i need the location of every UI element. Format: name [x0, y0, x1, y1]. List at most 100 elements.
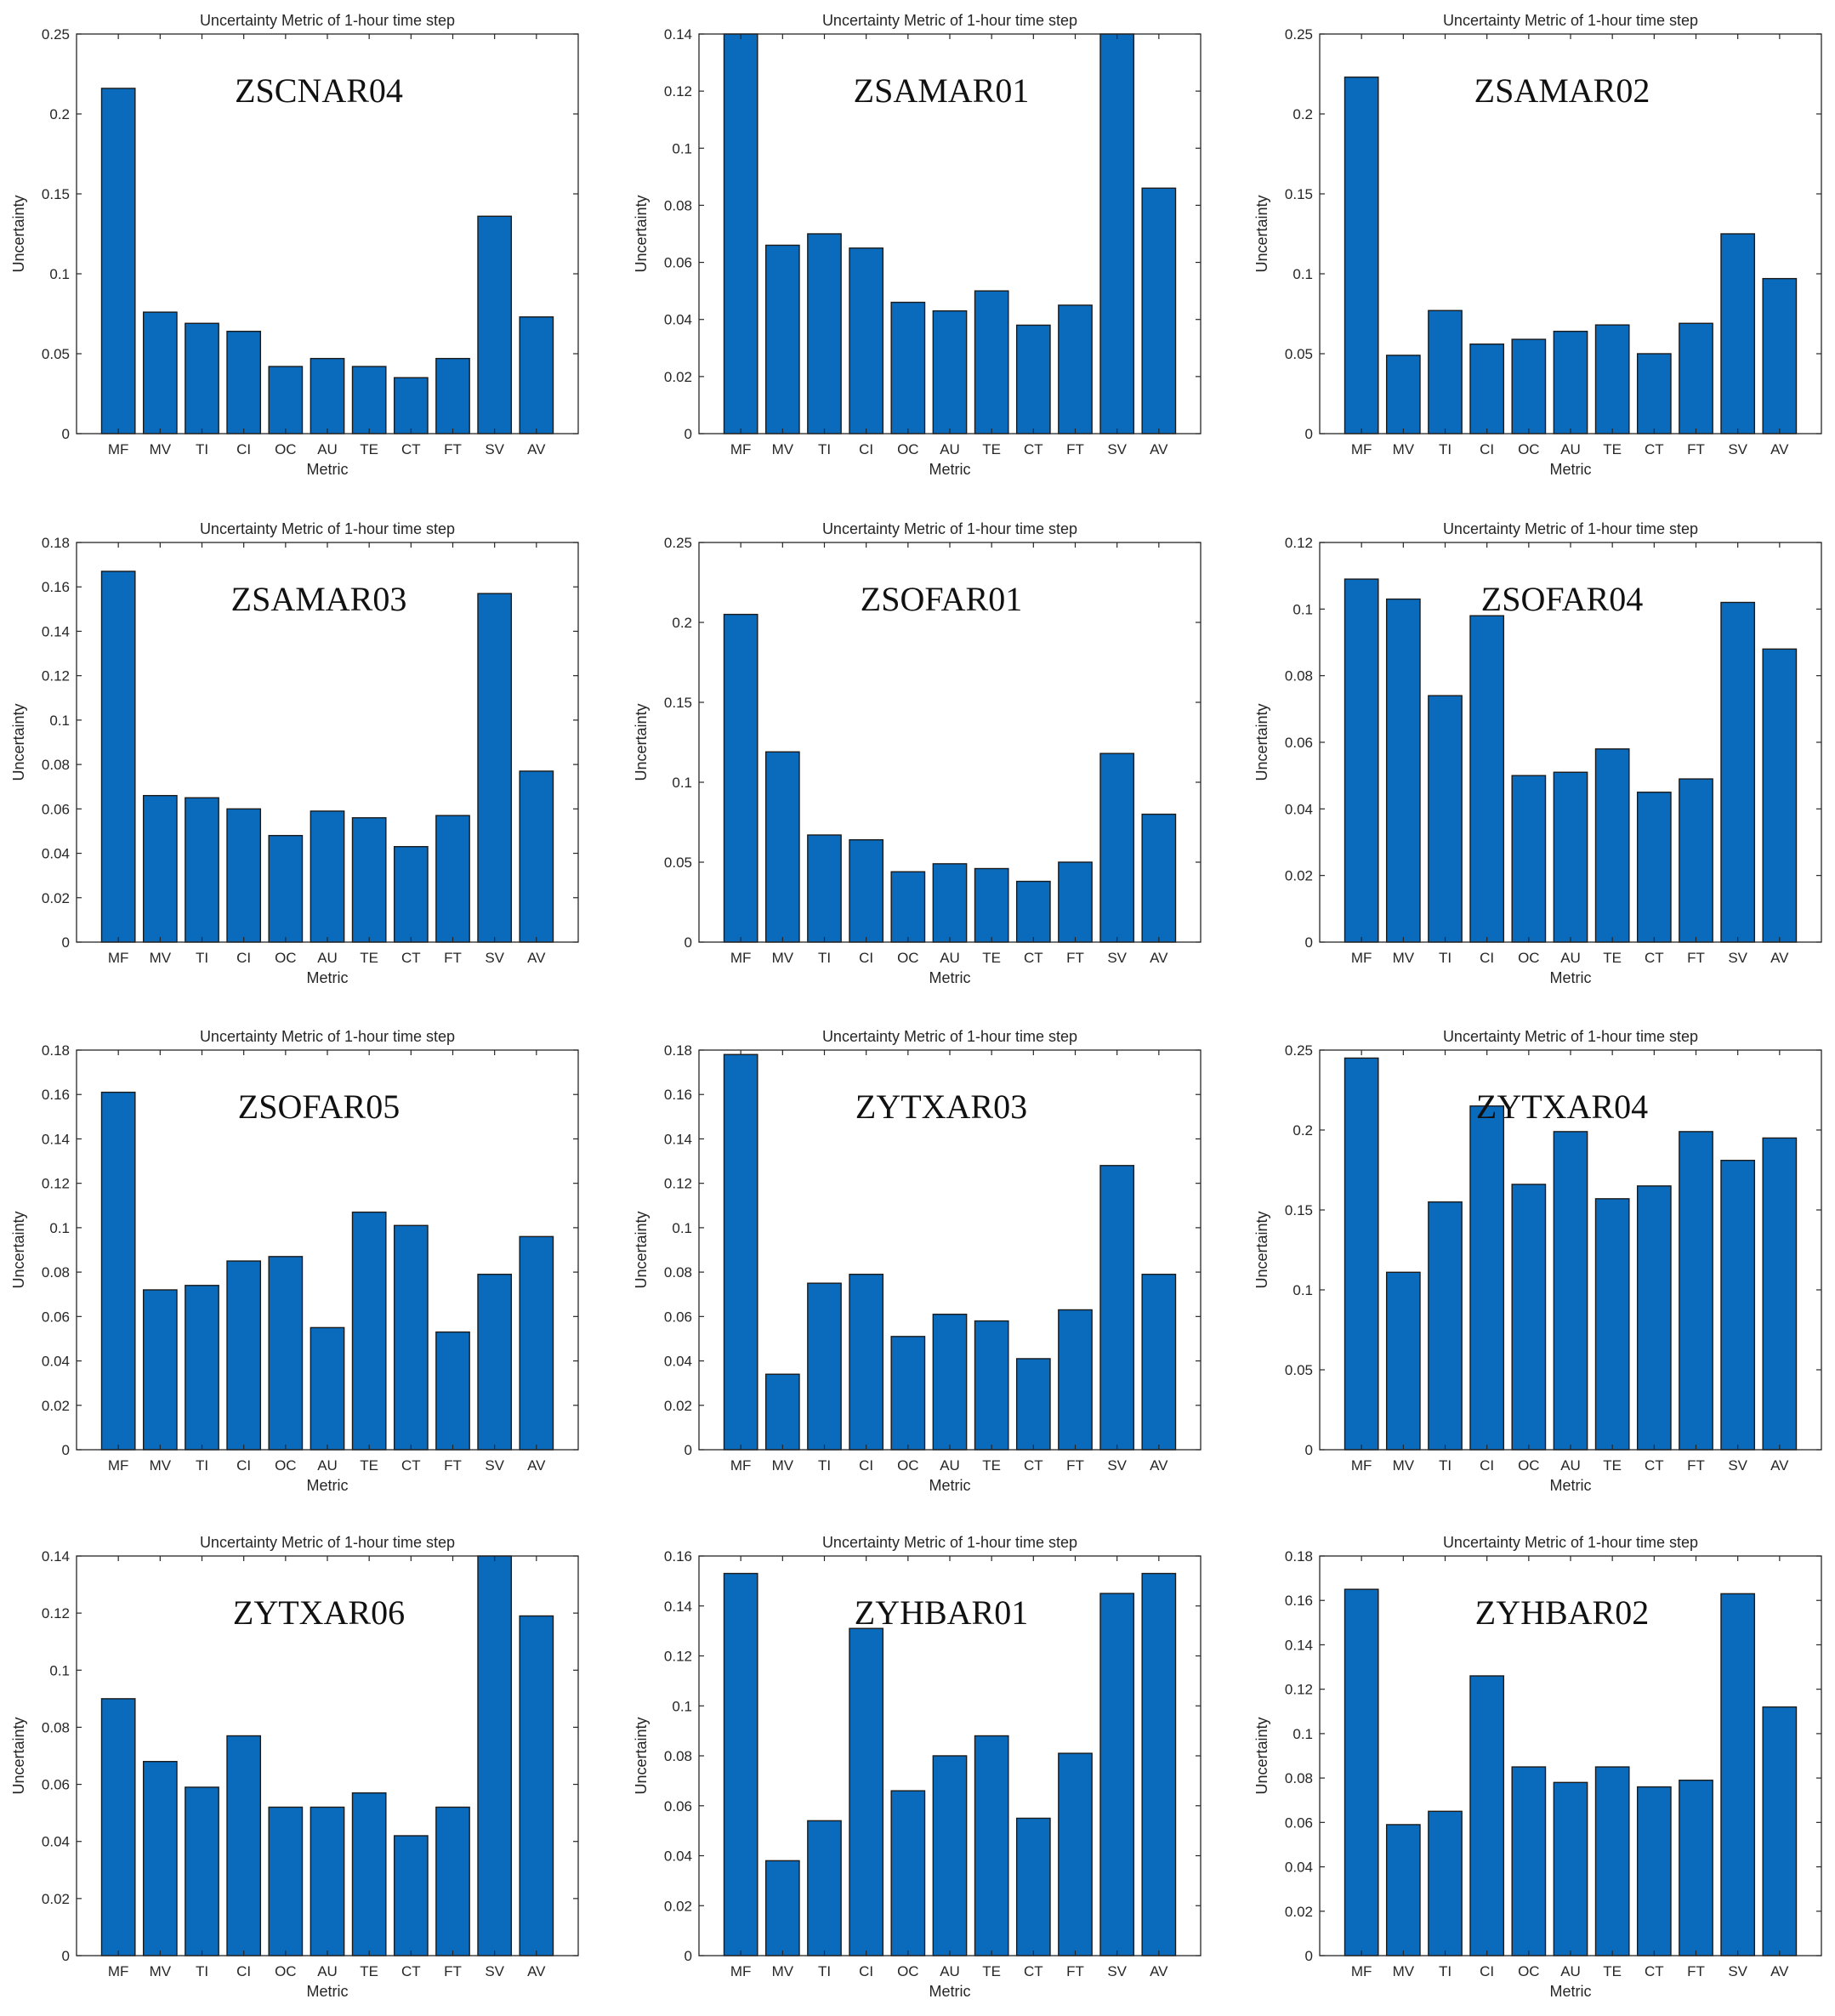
bar-ti — [1428, 309, 1463, 434]
y-tick-label: 0 — [1305, 934, 1313, 951]
bar-oc — [1511, 775, 1547, 943]
bar-ci — [226, 808, 262, 943]
y-tick-label: 0.1 — [49, 1220, 70, 1236]
bar-ft — [1679, 1131, 1713, 1451]
bar-av — [1141, 1572, 1177, 1956]
x-tick-label-ct: CT — [401, 1963, 421, 1979]
y-tick-label: 0.08 — [1285, 668, 1313, 684]
y-tick-label: 0.16 — [1285, 1593, 1313, 1609]
x-tick-label-mv: MV — [772, 1457, 794, 1474]
bar-av — [1141, 813, 1177, 943]
chart-title: Uncertainty Metric of 1-hour time step — [1443, 1534, 1698, 1551]
bar-av — [1762, 1706, 1798, 1956]
y-tick-label: 0.06 — [664, 1309, 692, 1325]
bar-mf — [723, 1572, 758, 1956]
bar-oc — [890, 1336, 926, 1451]
x-tick-label-mf: MF — [730, 441, 752, 457]
bar-te — [1594, 748, 1630, 943]
bar-ct — [1015, 1817, 1051, 1956]
x-tick-label-oc: OC — [275, 1963, 297, 1979]
bar-av — [1762, 648, 1798, 943]
y-axis-label: Uncertainty — [633, 703, 650, 781]
bar-ct — [1015, 324, 1051, 434]
station-annotation: ZYTXAR06 — [233, 1593, 405, 1632]
y-tick-label: 0.08 — [42, 1264, 70, 1281]
x-tick-label-oc: OC — [1518, 441, 1540, 457]
x-tick-label-av: AV — [1770, 441, 1789, 457]
chart-title: Uncertainty Metric of 1-hour time step — [1443, 520, 1698, 537]
bar-mv — [764, 244, 800, 434]
x-axis-label: Metric — [929, 1477, 971, 1494]
y-tick-label: 0.02 — [1285, 1904, 1313, 1920]
bar-mf — [1344, 1588, 1379, 1956]
bar-ct — [1636, 1185, 1672, 1451]
y-tick-label: 0.25 — [1285, 1042, 1313, 1059]
y-tick-label: 0.12 — [42, 1176, 70, 1192]
y-tick-label: 0.1 — [1292, 1282, 1313, 1298]
chart-panel-zsofar04: 0 0.02 0.04 0.06 0.08 0.1 0.12 MF MV TI CI OC AU TE CT… — [1253, 520, 1822, 986]
bar-au — [310, 357, 345, 434]
x-tick-label-sv: SV — [1728, 1963, 1747, 1979]
x-tick-label-ct: CT — [401, 950, 421, 966]
x-tick-label-oc: OC — [1518, 1457, 1540, 1474]
y-tick-label: 0.18 — [42, 535, 70, 551]
x-tick-label-ft: FT — [444, 950, 462, 966]
chart-panel-zsamar01: 0 0.02 0.04 0.06 0.08 0.1 0.12 0.14 MF MV TI CI OC AU… — [633, 12, 1202, 478]
bar-au — [932, 863, 968, 943]
y-tick-label: 0.04 — [664, 1354, 692, 1370]
bar-ft — [435, 815, 470, 943]
x-tick-label-mf: MF — [108, 950, 129, 966]
bar-sv — [1099, 1165, 1135, 1451]
x-tick-label-au: AU — [317, 441, 338, 457]
x-axis-label: Metric — [307, 461, 349, 478]
bar-te — [351, 1792, 387, 1956]
x-tick-label-ft: FT — [1687, 1457, 1705, 1474]
bar-mf — [723, 1053, 758, 1451]
bar-te — [1594, 1198, 1630, 1451]
chart-panel-zyhbar01: 0 0.02 0.04 0.06 0.08 0.1 0.12 0.14 0.16 MF MV TI CI… — [633, 1534, 1202, 2000]
y-tick-label: 0.1 — [49, 1662, 70, 1678]
x-tick-label-ct: CT — [1024, 1457, 1043, 1474]
bar-mf — [100, 1091, 136, 1451]
chart-panel-zytxar06: 0 0.02 0.04 0.06 0.08 0.1 0.12 0.14 MF MV TI CI OC AU… — [10, 1534, 579, 2000]
y-tick-label: 0.15 — [1285, 186, 1313, 202]
x-tick-label-sv: SV — [485, 950, 504, 966]
x-tick-label-mf: MF — [730, 1457, 752, 1474]
x-tick-label-av: AV — [527, 1457, 546, 1474]
x-tick-label-mf: MF — [730, 950, 752, 966]
x-tick-label-ti: TI — [1439, 1963, 1452, 1979]
y-axis-label: Uncertainty — [1253, 1717, 1270, 1794]
x-tick-label-oc: OC — [275, 950, 297, 966]
chart-title: Uncertainty Metric of 1-hour time step — [200, 520, 455, 537]
bar-au — [932, 1314, 968, 1451]
y-tick-label: 0.08 — [42, 757, 70, 773]
bar-oc — [1511, 1184, 1547, 1451]
x-axis-label: Metric — [1550, 1477, 1592, 1494]
x-axis-label: Metric — [1550, 969, 1592, 986]
x-tick-label-oc: OC — [275, 441, 297, 457]
bar-ti — [1428, 1201, 1463, 1451]
y-tick-label: 0.04 — [42, 1354, 70, 1370]
bar-mf — [723, 613, 758, 943]
y-axis-label: Uncertainty — [1253, 195, 1270, 272]
y-tick-label: 0.12 — [42, 1605, 70, 1621]
x-axis-label: Metric — [929, 461, 971, 478]
y-tick-label: 0.05 — [1285, 1362, 1313, 1378]
y-tick-label: 0.05 — [1285, 346, 1313, 362]
y-tick-label: 0.16 — [664, 1548, 692, 1565]
y-tick-label: 0.1 — [49, 713, 70, 729]
bar-ci — [1469, 1105, 1505, 1451]
y-tick-label: 0.02 — [1285, 868, 1313, 884]
bar-te — [1594, 324, 1630, 434]
y-tick-label: 0.14 — [1285, 1637, 1313, 1653]
x-tick-label-au: AU — [317, 1457, 338, 1474]
x-tick-label-av: AV — [527, 441, 546, 457]
bar-sv — [1720, 601, 1756, 943]
bar-ct — [393, 846, 429, 943]
x-tick-label-ci: CI — [859, 1457, 873, 1474]
x-tick-label-ft: FT — [444, 1963, 462, 1979]
y-tick-label: 0.04 — [1285, 801, 1313, 817]
y-tick-label: 0.16 — [664, 1087, 692, 1103]
bar-av — [1141, 187, 1177, 434]
